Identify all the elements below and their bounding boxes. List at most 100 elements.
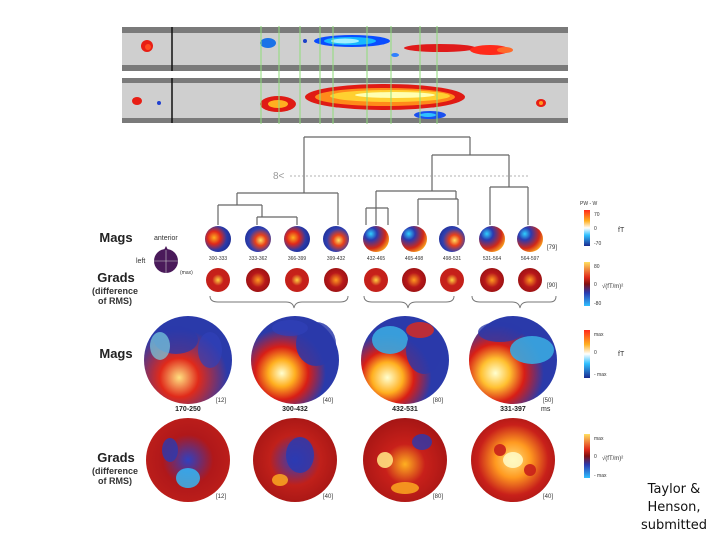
- cb4-mid: 0: [594, 454, 597, 460]
- large-range-4: 331-397: [500, 406, 526, 413]
- small-grad-topo-6: [402, 268, 426, 292]
- large-range-1: 170-250: [175, 406, 201, 413]
- small-mag-topo-6: [401, 226, 427, 252]
- cb2-unit: √(fT/m)²: [602, 283, 623, 290]
- cb1-mid: 0: [594, 226, 597, 232]
- large-mags-topo-1: [144, 316, 232, 404]
- max-tag: (max): [180, 270, 193, 276]
- small-grad-topo-3: [285, 268, 309, 292]
- anterior-label: anterior: [154, 235, 178, 242]
- cb4-top: max: [594, 436, 604, 442]
- small-grads-count: [90]: [547, 283, 557, 289]
- time-window-markers: [260, 26, 438, 124]
- small-time-label-4: 399-432: [327, 256, 346, 262]
- large-grads-topo-3: [363, 418, 447, 502]
- large-mags-topo-4: [469, 316, 557, 404]
- small-grad-topo-1: [206, 268, 230, 292]
- cb3-unit: fT: [618, 351, 625, 358]
- cb3-top: max: [594, 332, 604, 338]
- large-mag-count-4: [50]: [543, 398, 553, 404]
- large-mag-count-2: [40]: [323, 398, 333, 404]
- cb1-bottom: -70: [594, 241, 601, 247]
- small-time-labels: 300-333 333-362 366-399 399-432 432-465 465-4…: [209, 256, 540, 262]
- large-mag-count-1: [12]: [216, 398, 226, 404]
- citation: Taylor & Henson, submitted: [632, 481, 716, 535]
- dendrogram: 8<: [217, 136, 530, 225]
- large-mags-topo-3: [361, 316, 449, 404]
- grads-large-row-sublabel: (difference of RMS): [82, 466, 148, 486]
- grads-row-label: Grads: [97, 270, 135, 285]
- colorbars: PW - W 70 0 -70 fT 80 0 -80 √(fT/m)² max…: [580, 201, 625, 479]
- grads-large-sublabel-line1: (difference: [91, 466, 138, 476]
- group-braces: [209, 295, 557, 309]
- grads-row-sublabel: (difference of RMS): [82, 286, 148, 306]
- large-mags-topo-2: [251, 316, 339, 404]
- small-time-label-1: 300-333: [209, 256, 228, 262]
- time-unit-label: ms: [541, 406, 551, 413]
- small-time-label-2: 333-362: [249, 256, 268, 262]
- cb4-unit: √(fT/m)²: [602, 455, 623, 462]
- colorbar-small-mags: [584, 210, 590, 246]
- small-grad-topo-9: [518, 268, 542, 292]
- large-grads-topo-1: [146, 418, 230, 502]
- small-topography-grid: 300-333 333-362 366-399 399-432 432-465 465-4…: [205, 226, 557, 292]
- small-mag-topo-1: [205, 226, 231, 252]
- small-grad-topo-2: [246, 268, 270, 292]
- small-grad-topo-7: [440, 268, 464, 292]
- small-grad-topo-5: [364, 268, 388, 292]
- cb3-mid: 0: [594, 350, 597, 356]
- large-grad-count-4: [40]: [543, 494, 553, 500]
- small-grad-topo-4: [324, 268, 348, 292]
- small-time-label-3: 366-399: [288, 256, 307, 262]
- large-grad-count-1: [12]: [216, 494, 226, 500]
- small-mags-row: [205, 226, 543, 252]
- small-grad-topo-8: [480, 268, 504, 292]
- small-time-label-9: 564-597: [521, 256, 540, 262]
- cluster-threshold-label: 8<: [273, 171, 285, 182]
- small-time-label-8: 531-564: [483, 256, 502, 262]
- raster-strip-grads: [122, 78, 568, 123]
- large-grads-topo-4: [471, 418, 555, 502]
- cb3-bottom: - max: [594, 372, 607, 378]
- small-mag-topo-4: [323, 226, 349, 252]
- significance-raster-figure: [122, 26, 568, 124]
- mags-large-row-label: Mags: [99, 346, 133, 361]
- large-range-2: 300-432: [282, 406, 308, 413]
- colorbar-large-mags: [584, 330, 590, 378]
- large-topography-grid: [12] [40] [80] [50] [12] [40] [80] [40] …: [144, 316, 557, 502]
- head-orientation-icon: [154, 246, 178, 273]
- small-time-label-5: 432-465: [367, 256, 386, 262]
- colorbar-title: PW - W: [580, 201, 597, 207]
- citation-line1: Taylor &: [647, 482, 701, 497]
- large-mag-count-3: [80]: [433, 398, 443, 404]
- large-grads-topo-2: [253, 418, 337, 502]
- mags-row-label: Mags: [99, 230, 133, 245]
- small-mag-topo-9: [517, 226, 543, 252]
- raster-strip-mags: [122, 27, 568, 71]
- small-time-label-6: 465-498: [405, 256, 424, 262]
- cb1-unit: fT: [618, 227, 625, 234]
- grads-sublabel-line2: of RMS): [98, 296, 132, 306]
- small-time-label-7: 498-531: [443, 256, 462, 262]
- small-mag-topo-7: [439, 226, 465, 252]
- left-label: left: [136, 258, 146, 265]
- colorbar-large-grads: [584, 434, 590, 478]
- grads-large-row-label: Grads: [97, 450, 135, 465]
- small-mag-topo-3: [284, 226, 310, 252]
- cb4-bottom: - max: [594, 473, 607, 479]
- small-mags-count: [79]: [547, 245, 557, 251]
- small-mag-topo-8: [479, 226, 505, 252]
- large-range-3: 432-531: [392, 406, 418, 413]
- small-mag-topo-5: [363, 226, 389, 252]
- cb1-top: 70: [594, 212, 600, 218]
- large-grad-count-3: [80]: [433, 494, 443, 500]
- small-mag-topo-2: [245, 226, 271, 252]
- small-grads-row: [206, 268, 542, 292]
- colorbar-small-grads: [584, 262, 590, 306]
- large-grad-count-2: [40]: [323, 494, 333, 500]
- citation-line3: submitted: [641, 518, 707, 533]
- cb2-bottom: -80: [594, 301, 601, 307]
- grads-sublabel-line1: (difference: [91, 286, 138, 296]
- citation-line2: Henson,: [647, 500, 701, 515]
- grads-large-sublabel-line2: of RMS): [98, 476, 132, 486]
